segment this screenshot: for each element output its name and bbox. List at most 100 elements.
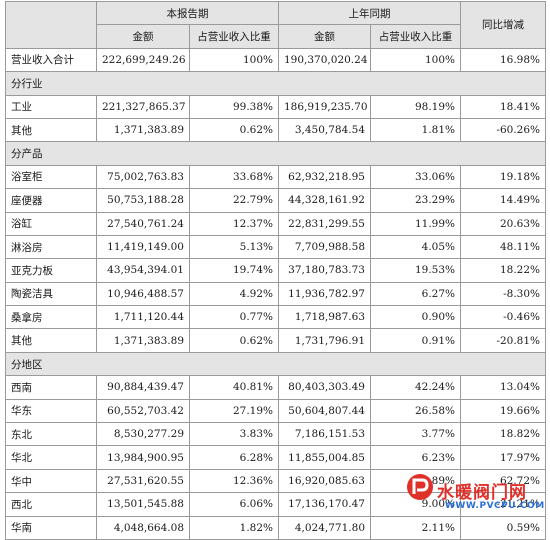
change-cell: 18.41% xyxy=(460,94,546,119)
cur-share-cell: 0.62% xyxy=(189,117,279,143)
prior-amount-cell: 186,919,235.70 xyxy=(278,94,371,119)
prior-amount-cell: 17,136,170.47 xyxy=(278,492,371,517)
prior-share-cell: 2.11% xyxy=(370,515,461,540)
prior-amount-cell: 7,186,151.53 xyxy=(278,422,371,447)
header-current-period: 本报告期 xyxy=(96,0,279,26)
prior-amount-cell: 22,831,299.55 xyxy=(278,211,371,236)
cur-share-cell: 0.62% xyxy=(189,328,279,353)
table-row: 座便器 50,753,188.28 22.79% 44,328,161.92 23.29… xyxy=(5,188,546,213)
prior-share-cell: 6.23% xyxy=(370,445,461,470)
change-cell: 0.59% xyxy=(460,515,546,540)
prior-share-cell: 42.24% xyxy=(370,375,461,400)
prior-share-cell: 23.29% xyxy=(370,188,461,213)
cur-amount-cell: 90,884,439.47 xyxy=(96,375,190,400)
cur-share-cell: 33.68% xyxy=(189,164,279,190)
cur-share-cell: 4.92% xyxy=(189,281,279,307)
prior-share-cell: 0.90% xyxy=(370,305,461,330)
prior-share-cell: 0.91% xyxy=(370,328,461,353)
row-label: 浴室柜 xyxy=(5,164,97,190)
cur-amount-cell: 13,984,900.95 xyxy=(96,445,190,470)
row-label: 桑拿房 xyxy=(5,305,97,330)
cur-share-cell: 40.81% xyxy=(189,375,279,400)
prior-amount-cell: 11,936,782.97 xyxy=(278,281,371,307)
prior-amount-cell: 62,932,218.95 xyxy=(278,164,371,190)
row-label: 淋浴房 xyxy=(5,234,97,260)
row-label: 亚克力板 xyxy=(5,258,97,283)
cur-amount-cell: 27,540,761.24 xyxy=(96,211,190,236)
section-title: 分行业 xyxy=(5,71,546,96)
change-cell: -20.81% xyxy=(460,328,546,353)
total-row: 营业收入合计 222,699,249.26 100% 190,370,020.2… xyxy=(5,47,546,73)
prior-amount-cell: 37,180,783.73 xyxy=(278,258,371,283)
change-cell: 48.11% xyxy=(460,234,546,260)
cur-amount-cell: 4,048,664.08 xyxy=(96,515,190,540)
prior-share-cell: 3.77% xyxy=(370,422,461,447)
prior-share-cell: 11.99% xyxy=(370,211,461,236)
table-row: 华中 27,531,620.55 12.36% 16,920,085.63 8.89% 6… xyxy=(5,468,546,494)
prior-amount-cell: 11,855,004.85 xyxy=(278,445,371,470)
section-title: 分产品 xyxy=(5,141,546,166)
prior-amount-cell: 50,604,807.44 xyxy=(278,398,371,424)
row-label: 其他 xyxy=(5,328,97,353)
row-label: 华中 xyxy=(5,468,97,494)
prior-share-cell: 8.89% xyxy=(370,468,461,494)
header-cur-amount: 金额 xyxy=(96,24,190,49)
cur-amount-cell: 27,531,620.55 xyxy=(96,468,190,494)
cur-share-cell: 19.74% xyxy=(189,258,279,283)
change-cell: -0.46% xyxy=(460,305,546,330)
row-label: 其他 xyxy=(5,117,97,143)
section-title: 分地区 xyxy=(5,351,546,377)
cur-share-cell: 5.13% xyxy=(189,234,279,260)
change-cell: 17.97% xyxy=(460,445,546,470)
table-row: 其他 1,371,383.89 0.62% 3,450,784.54 1.81% -60.… xyxy=(5,117,546,143)
cur-share-cell: 27.19% xyxy=(189,398,279,424)
table-row: 浴缸 27,540,761.24 12.37% 22,831,299.55 11.99%… xyxy=(5,211,546,236)
cur-share-cell: 0.77% xyxy=(189,305,279,330)
change-cell: 19.18% xyxy=(460,164,546,190)
change-cell: 16.98% xyxy=(460,47,546,73)
change-cell: 20.63% xyxy=(460,211,546,236)
cur-amount-cell: 60,552,703.42 xyxy=(96,398,190,424)
header-prior-amount: 金额 xyxy=(278,24,371,49)
prior-amount-cell: 80,403,303.49 xyxy=(278,375,371,400)
prior-share-cell: 19.53% xyxy=(370,258,461,283)
cur-share-cell: 100% xyxy=(189,47,279,73)
cur-amount-cell: 10,946,488.57 xyxy=(96,281,190,307)
change-cell: 19.66% xyxy=(460,398,546,424)
table-row: 亚克力板 43,954,394.01 19.74% 37,180,783.73 19.5… xyxy=(5,258,546,283)
prior-share-cell: 6.27% xyxy=(370,281,461,307)
prior-amount-cell: 44,328,161.92 xyxy=(278,188,371,213)
prior-amount-cell: 1,718,987.63 xyxy=(278,305,371,330)
cur-amount-cell: 8,530,277.29 xyxy=(96,422,190,447)
table-row: 华南 4,048,664.08 1.82% 4,024,771.80 2.11% 0.59… xyxy=(5,515,546,540)
cur-share-cell: 6.06% xyxy=(189,492,279,517)
change-cell: 14.49% xyxy=(460,188,546,213)
table-row: 桑拿房 1,711,120.44 0.77% 1,718,987.63 0.90% -0.… xyxy=(5,305,546,330)
cur-share-cell: 12.37% xyxy=(189,211,279,236)
table-row: 其他 1,371,383.89 0.62% 1,731,796.91 0.91% -20.… xyxy=(5,328,546,353)
prior-amount-cell: 7,709,988.58 xyxy=(278,234,371,260)
cur-share-cell: 1.82% xyxy=(189,515,279,540)
change-cell: 62.72% xyxy=(460,468,546,494)
row-label: 东北 xyxy=(5,422,97,447)
table-row: 西南 90,884,439.47 40.81% 80,403,303.49 42.24%… xyxy=(5,375,546,400)
row-label: 西北 xyxy=(5,492,97,517)
prior-share-cell: 98.19% xyxy=(370,94,461,119)
cur-amount-cell: 50,753,188.28 xyxy=(96,188,190,213)
section-header-row: 分产品 xyxy=(5,141,546,166)
table-row: 东北 8,530,277.29 3.83% 7,186,151.53 3.77% 18.8… xyxy=(5,422,546,447)
header-prior-period: 上年同期 xyxy=(278,0,461,26)
header-blank-cell xyxy=(5,1,97,49)
row-label: 浴缸 xyxy=(5,211,97,236)
table-row: 淋浴房 11,419,149.00 5.13% 7,709,988.58 4.05% 48… xyxy=(5,234,546,260)
row-label: 工业 xyxy=(5,94,97,119)
change-cell: 18.82% xyxy=(460,422,546,447)
prior-amount-cell: 190,370,020.24 xyxy=(278,47,371,73)
revenue-breakdown-table: 本报告期 上年同期 同比增减 金额 占营业收入比重 金额 占营业收入比重 营业收… xyxy=(5,0,546,540)
table-row: 浴室柜 75,002,763.83 33.68% 62,932,218.95 33.06… xyxy=(5,164,546,190)
prior-amount-cell: 4,024,771.80 xyxy=(278,515,371,540)
row-label: 座便器 xyxy=(5,188,97,213)
row-label: 陶瓷洁具 xyxy=(5,281,97,307)
prior-share-cell: 100% xyxy=(370,47,461,73)
cur-amount-cell: 221,327,865.37 xyxy=(96,94,190,119)
